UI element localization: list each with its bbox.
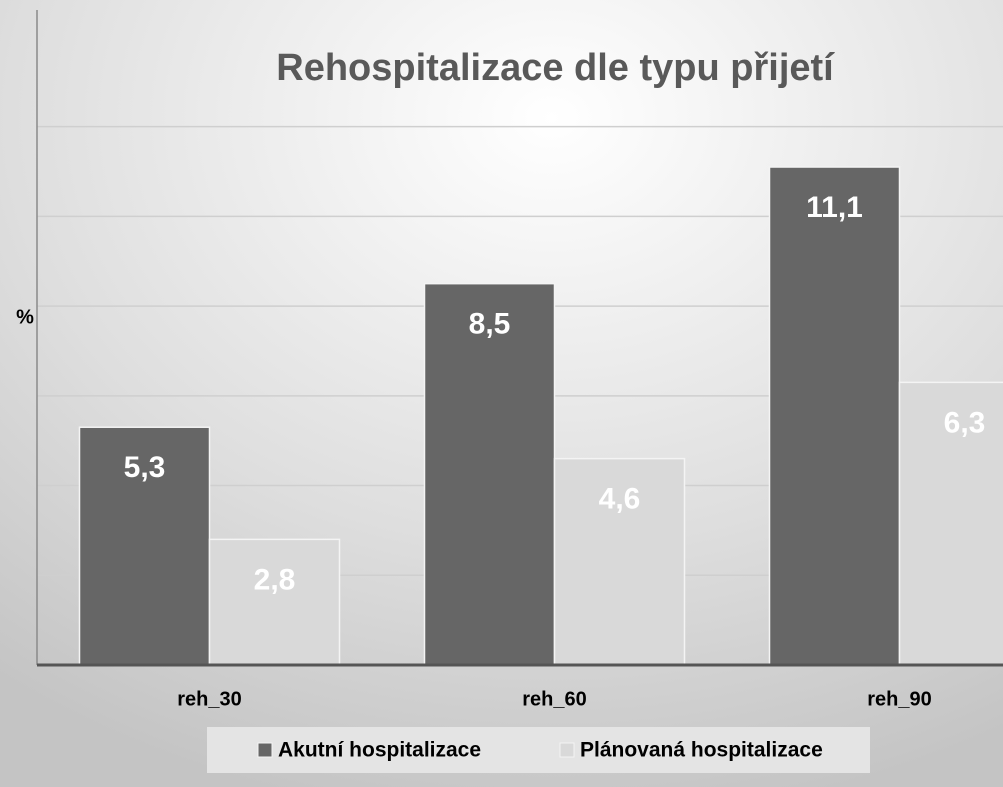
x-tick-label: reh_30: [177, 688, 242, 710]
bar: [768, 166, 901, 666]
x-tick-label: reh_60: [522, 688, 587, 710]
bar: [553, 457, 686, 666]
bar: [423, 282, 556, 666]
data-label: 5,3: [124, 451, 166, 484]
legend-box: [207, 727, 870, 773]
bar: [208, 538, 341, 666]
data-label: 11,1: [806, 191, 863, 224]
chart-title: Rehospitalizace dle typu přijetí: [276, 47, 835, 89]
legend-swatch: [257, 742, 273, 758]
data-label: 2,8: [254, 563, 296, 596]
bar: [78, 426, 211, 666]
data-label: 4,6: [599, 483, 641, 516]
y-axis-label: %: [16, 306, 34, 328]
x-tick-label: reh_90: [867, 688, 932, 710]
data-label: 8,5: [469, 308, 511, 341]
data-label: 6,3: [944, 406, 986, 439]
legend-label: Plánovaná hospitalizace: [580, 739, 823, 762]
legend-swatch: [559, 742, 575, 758]
bar: [898, 381, 1003, 666]
legend-label: Akutní hospitalizace: [278, 739, 481, 762]
